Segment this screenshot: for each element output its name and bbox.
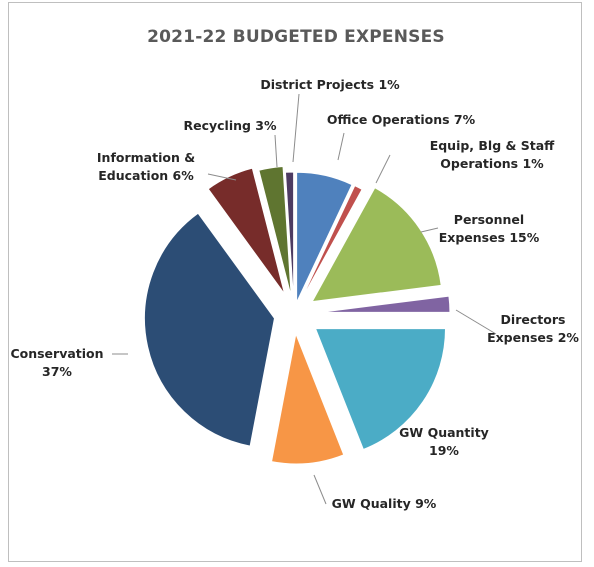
leader-line — [292, 93, 300, 163]
leader-line — [375, 154, 391, 184]
pie-slice — [314, 328, 447, 451]
leader-line — [313, 474, 327, 505]
slice-label: Conservation 37% — [10, 346, 103, 379]
slice-label: Office Operations 7% — [327, 112, 476, 127]
leader-line — [337, 132, 345, 161]
pie-slice — [207, 167, 286, 295]
chart-title: 2021-22 BUDGETED EXPENSES — [147, 27, 445, 47]
pie-slice — [296, 171, 353, 303]
pie-slice — [270, 332, 345, 465]
pie-slice — [258, 165, 292, 297]
slice-label: Information & Education 6% — [97, 150, 195, 183]
pie-slice — [143, 212, 276, 447]
pie-slice — [298, 185, 363, 304]
leader-line — [420, 227, 439, 233]
slice-label: Directors Expenses 2% — [487, 312, 579, 345]
pie-slice — [284, 171, 295, 303]
leader-line — [455, 309, 497, 335]
pie-slice — [311, 187, 442, 303]
pie-slice — [319, 295, 451, 313]
slice-label: District Projects 1% — [260, 77, 400, 92]
chart-frame: 2021-22 BUDGETED EXPENSES — [8, 2, 582, 562]
pie-chart: Office Operations 7% Equip, Blg & Staff Op… — [10, 77, 579, 511]
slice-label: Recycling 3% — [183, 118, 277, 133]
leader-line — [207, 173, 237, 181]
slice-label: GW Quality 9% — [332, 496, 437, 511]
slice-label: GW Quantity 19% — [399, 425, 489, 458]
slice-label: Personnel Expenses 15% — [439, 212, 540, 245]
slice-label: Equip, Blg & Staff Operations 1% — [430, 138, 555, 171]
leader-line — [274, 134, 278, 168]
